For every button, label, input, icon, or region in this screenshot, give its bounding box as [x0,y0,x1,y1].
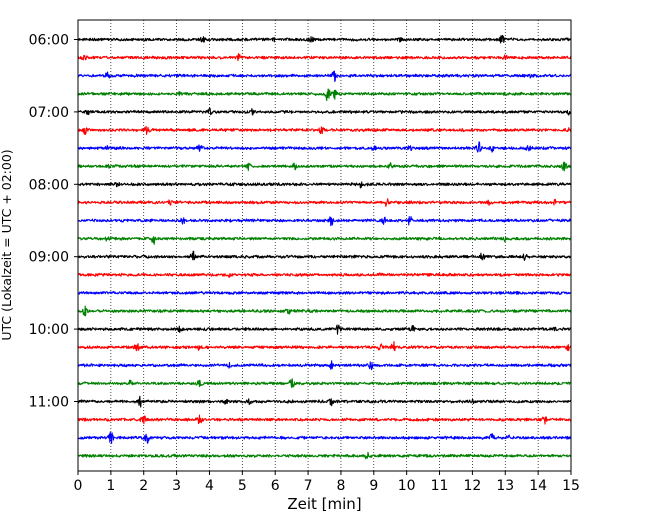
x-tick-label: 5 [238,478,247,494]
x-tick-label: 14 [529,478,547,494]
trace-0845 [77,236,572,245]
y-axis: 06:00 07:00 08:00 09:00 10:00 11:00 [29,33,78,411]
plot-background [78,20,571,471]
x-tick-label: 6 [271,478,280,494]
y-tick-label: 06:00 [29,33,69,49]
x-tick-label: 0 [74,478,83,494]
trace-0900 [77,250,572,261]
x-tick-label: 9 [369,478,378,494]
trace-0615 [77,53,572,62]
trace-1045 [77,378,572,388]
x-tick-label: 11 [431,478,449,494]
x-axis-label: Zeit [min] [287,495,361,513]
trace-1130 [77,431,572,444]
trace-group [77,34,572,460]
y-tick-label: 11:00 [29,395,69,411]
x-tick-label: 7 [304,478,313,494]
trace-0645 [77,88,572,102]
trace-0745 [77,161,572,172]
trace-1030 [77,360,572,371]
trace-0945 [77,305,572,317]
x-tick-label: 12 [463,478,481,494]
trace-1000 [77,324,572,335]
x-tick-label: 2 [139,478,148,494]
y-tick-label: 08:00 [29,177,69,193]
y-tick-label: 09:00 [29,250,69,266]
y-axis-label: UTC (Lokalzeit = UTC + 02:00) [0,149,14,340]
plot-frame [77,19,572,472]
trace-0600 [77,34,572,44]
trace-1015 [77,340,572,352]
trace-0930 [77,290,572,295]
trace-1100 [77,395,572,408]
trace-0630 [77,70,572,83]
trace-0715 [77,125,572,136]
trace-0815 [77,198,572,207]
trace-0700 [77,107,572,116]
trace-1115 [77,414,572,425]
x-tick-label: 15 [562,478,580,494]
y-tick-label: 07:00 [29,105,69,121]
y-tick-label: 10:00 [29,322,69,338]
x-tick-label: 13 [496,478,514,494]
x-tick-label: 10 [398,478,416,494]
trace-0830 [77,215,572,227]
x-tick-label: 3 [172,478,181,494]
x-tick-label: 8 [336,478,345,494]
x-tick-label: 1 [106,478,115,494]
trace-0915 [77,272,572,279]
x-tick-label: 4 [205,478,214,494]
trace-0800 [77,181,572,189]
trace-0730 [77,141,572,153]
grid-lines [110,20,539,471]
x-axis: 0 1 2 3 4 5 6 7 8 9 10 11 12 13 14 15 [74,471,580,494]
trace-1145 [77,451,572,460]
